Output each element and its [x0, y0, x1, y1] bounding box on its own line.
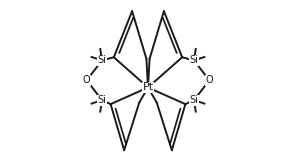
Text: O: O: [205, 75, 213, 85]
Text: Pt: Pt: [142, 83, 154, 92]
Text: O: O: [83, 75, 91, 85]
Text: Si: Si: [97, 95, 106, 105]
Text: Si: Si: [190, 55, 199, 65]
Text: Si: Si: [97, 55, 106, 65]
Text: Si: Si: [190, 95, 199, 105]
